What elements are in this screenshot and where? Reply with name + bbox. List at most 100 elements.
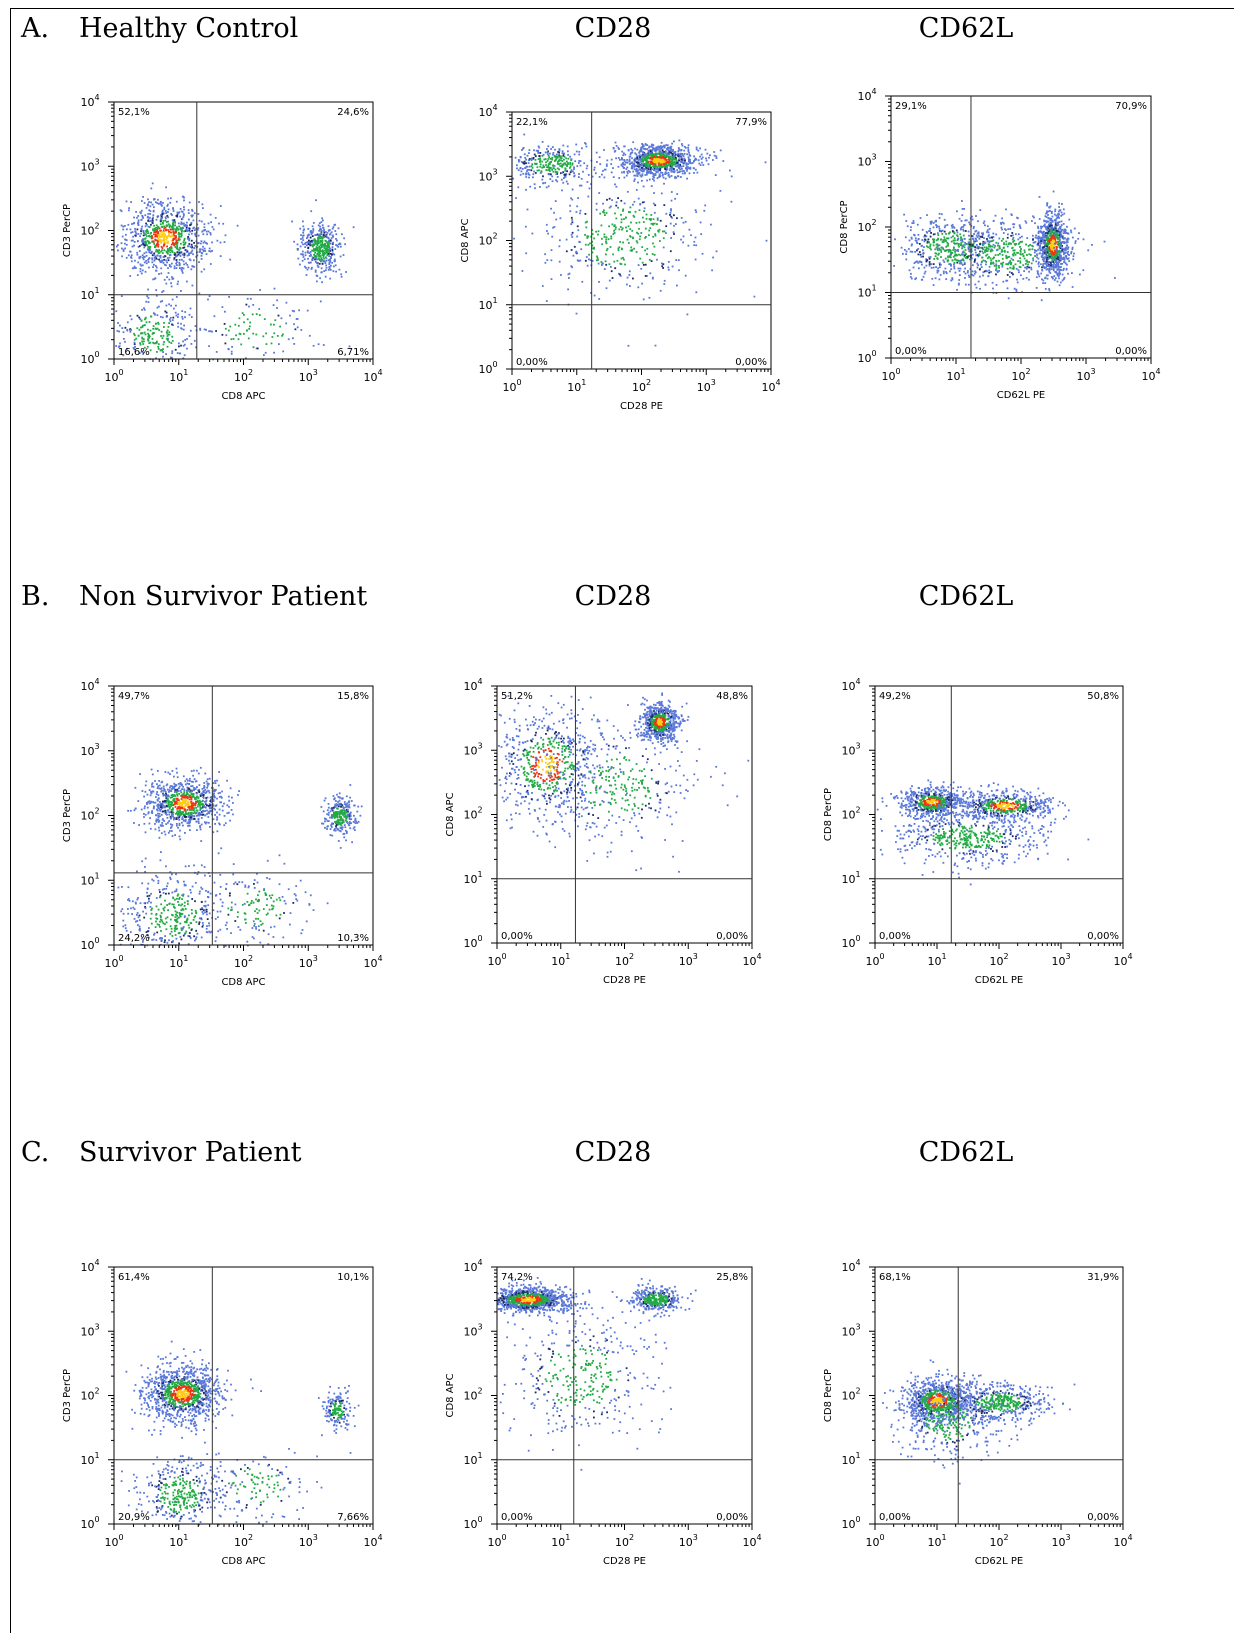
- event-dot: [1007, 256, 1010, 258]
- event-dot: [992, 219, 995, 222]
- event-dot: [1052, 264, 1055, 266]
- event-dot: [138, 250, 141, 252]
- event-dot: [163, 206, 166, 209]
- event-dot: [193, 229, 196, 231]
- event-dot: [273, 287, 276, 290]
- event-dot: [160, 240, 163, 243]
- event-dot: [168, 256, 171, 259]
- event-dot: [539, 157, 541, 160]
- event-dot: [623, 258, 625, 261]
- event-dot: [520, 170, 523, 173]
- event-dot: [663, 230, 666, 233]
- event-dot: [312, 228, 315, 230]
- event-dot: [1055, 249, 1058, 252]
- event-dot: [1057, 251, 1060, 254]
- event-dot: [624, 161, 627, 164]
- event-dot: [1036, 253, 1038, 256]
- event-dot: [674, 155, 677, 158]
- event-dot: [337, 227, 340, 230]
- event-dot: [273, 323, 275, 326]
- event-dot: [195, 346, 197, 349]
- event-dot: [167, 223, 170, 226]
- event-dot: [292, 337, 294, 340]
- event-dot: [674, 177, 676, 179]
- event-dot: [642, 154, 645, 156]
- event-dot: [664, 158, 667, 161]
- event-dot: [297, 257, 300, 260]
- event-dot: [319, 244, 322, 247]
- event-dot: [340, 275, 343, 278]
- event-dot: [155, 229, 157, 231]
- event-dot: [940, 246, 943, 249]
- event-dot: [157, 215, 160, 217]
- event-dot: [654, 174, 657, 176]
- event-dot: [589, 259, 592, 262]
- event-dot: [1044, 256, 1046, 258]
- event-dot: [936, 247, 939, 250]
- event-dot: [570, 216, 573, 219]
- event-dot: [1036, 243, 1039, 246]
- event-dot: [1005, 254, 1008, 257]
- x-tick-label: 104: [761, 378, 780, 394]
- event-dot: [663, 158, 666, 161]
- event-dot: [637, 232, 640, 235]
- event-dot: [322, 219, 324, 222]
- event-dot: [1055, 261, 1057, 264]
- event-dot: [1037, 257, 1040, 260]
- event-dot: [163, 278, 166, 281]
- event-dot: [157, 346, 160, 348]
- event-dot: [644, 168, 646, 171]
- event-dot: [147, 230, 149, 233]
- event-dot: [170, 304, 172, 307]
- event-dot: [1041, 238, 1043, 240]
- event-dot: [325, 248, 327, 251]
- event-dot: [1067, 257, 1070, 260]
- event-dot: [546, 259, 549, 261]
- event-dot: [342, 254, 345, 256]
- event-dot: [657, 158, 660, 161]
- event-dot: [165, 212, 168, 214]
- event-dot: [273, 332, 276, 335]
- event-dot: [984, 283, 987, 286]
- event-dot: [171, 278, 174, 280]
- event-dot: [614, 228, 617, 231]
- event-dot: [644, 249, 646, 252]
- event-dot: [165, 311, 168, 314]
- event-dot: [315, 256, 317, 259]
- event-dot: [177, 313, 180, 316]
- event-dot: [182, 216, 185, 218]
- event-dot: [213, 315, 216, 318]
- event-dot: [190, 343, 193, 345]
- event-dot: [164, 210, 167, 212]
- event-dot: [1042, 256, 1045, 259]
- event-dot: [117, 244, 119, 246]
- event-dot: [699, 221, 702, 224]
- event-dot: [667, 266, 670, 269]
- event-dot: [162, 256, 165, 258]
- event-dot: [142, 217, 144, 219]
- event-dot: [667, 151, 670, 154]
- event-dot: [622, 241, 624, 244]
- event-dot: [646, 153, 649, 156]
- event-dot: [653, 156, 656, 158]
- event-dot: [149, 349, 152, 352]
- event-dot: [617, 146, 620, 149]
- event-dot: [1074, 242, 1077, 244]
- event-dot: [648, 145, 651, 148]
- event-dot: [188, 233, 190, 236]
- event-dot: [623, 171, 625, 174]
- event-dot: [320, 259, 323, 262]
- event-dot: [910, 237, 913, 240]
- event-dot: [693, 167, 695, 170]
- event-dot: [651, 152, 653, 154]
- event-dot: [152, 216, 154, 219]
- event-dot: [639, 257, 642, 260]
- event-dot: [1050, 234, 1053, 236]
- event-dot: [1047, 243, 1049, 246]
- event-dot: [519, 156, 522, 158]
- event-dot: [203, 229, 205, 232]
- event-dot: [530, 165, 533, 167]
- event-dot: [200, 270, 203, 273]
- event-dot: [923, 235, 926, 238]
- event-dot: [576, 259, 579, 262]
